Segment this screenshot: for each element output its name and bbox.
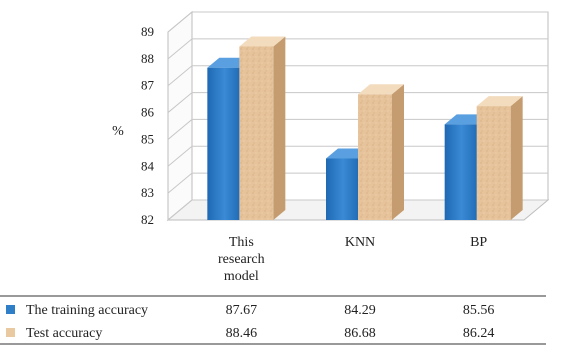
gridline — [167, 38, 548, 60]
category-labels: This research model KNN BP — [218, 235, 487, 284]
category-label: BP — [470, 235, 487, 250]
y-tick-label: 89 — [141, 24, 154, 39]
y-axis-ticks: 82 83 84 85 86 87 88 89 — [141, 24, 155, 227]
y-tick-label: 88 — [141, 51, 154, 66]
table-value: 88.46 — [226, 326, 258, 341]
bar — [239, 36, 286, 221]
gridline — [167, 65, 548, 87]
bar — [358, 84, 404, 221]
bar — [476, 96, 523, 220]
gridline — [167, 92, 548, 113]
category-label-line: KNN — [345, 235, 375, 250]
bars — [207, 36, 523, 221]
bar-side — [510, 96, 523, 220]
bar-top — [476, 96, 523, 107]
data-table: The training accuracy 87.67 84.29 85.56 Test… — [0, 295, 546, 345]
category-label-line: research — [218, 252, 265, 267]
gridline — [167, 118, 548, 140]
bar-front — [358, 94, 392, 220]
category-label-line: BP — [470, 235, 487, 250]
legend-swatch — [6, 328, 15, 337]
bar-front — [207, 67, 242, 220]
table-value: 85.56 — [463, 303, 495, 318]
gridlines — [167, 11, 548, 221]
table-value: 86.68 — [344, 326, 376, 341]
y-tick-label: 85 — [141, 131, 154, 146]
bar-front — [444, 124, 479, 220]
y-tick-label: 84 — [141, 158, 155, 173]
legend-label: The training accuracy — [26, 303, 148, 318]
bar-top — [239, 36, 286, 47]
bar-side — [273, 36, 286, 221]
y-tick-label: 82 — [141, 212, 154, 227]
gridline — [167, 172, 548, 194]
bar-top — [358, 84, 404, 95]
category-label: KNN — [345, 235, 375, 250]
table-value: 84.29 — [344, 303, 376, 318]
category-label-line: model — [224, 269, 259, 284]
bar-side — [392, 84, 404, 221]
y-tick-label: 83 — [141, 185, 154, 200]
category-label: This research model — [218, 235, 265, 284]
gridline — [167, 11, 548, 33]
side-wall — [167, 10, 193, 222]
table-value: 87.67 — [226, 303, 258, 318]
y-tick-label: 86 — [141, 105, 155, 120]
bar-front — [476, 106, 511, 220]
bar-front — [326, 158, 360, 220]
category-label-line: This — [229, 235, 254, 250]
legend-label: Test accuracy — [26, 326, 102, 341]
legend-swatch — [6, 305, 15, 314]
gridline — [167, 145, 548, 167]
gridline — [167, 199, 548, 221]
table-value: 86.24 — [463, 326, 495, 341]
bar-front — [239, 46, 274, 221]
y-tick-label: 87 — [141, 78, 155, 93]
y-axis-label: % — [112, 124, 124, 139]
